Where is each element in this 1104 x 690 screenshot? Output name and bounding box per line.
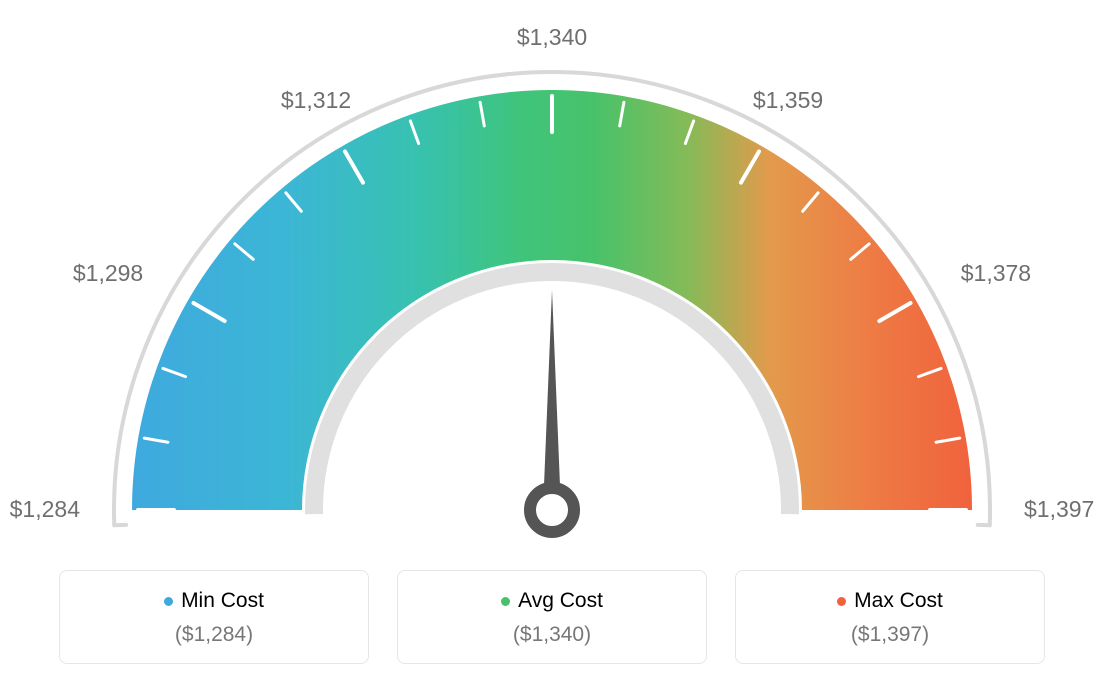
- legend-max-value: ($1,397): [756, 623, 1024, 647]
- legend-row: Min Cost ($1,284) Avg Cost ($1,340) Max …: [0, 570, 1104, 664]
- legend-min-label: Min Cost: [181, 589, 264, 613]
- legend-max-label: Max Cost: [854, 589, 943, 613]
- gauge-tick-label: $1,378: [961, 260, 1031, 286]
- legend-max-title: Max Cost: [837, 589, 943, 613]
- gauge-tick-label: $1,397: [1024, 496, 1094, 522]
- legend-card-min: Min Cost ($1,284): [59, 570, 369, 664]
- gauge-tick-label: $1,340: [517, 24, 587, 50]
- legend-avg-label: Avg Cost: [518, 589, 603, 613]
- dot-icon: [501, 597, 510, 606]
- gauge-tick-label: $1,298: [73, 260, 143, 286]
- dot-icon: [164, 597, 173, 606]
- gauge-tick-label: $1,359: [753, 87, 823, 113]
- gauge-needle: [543, 290, 561, 510]
- dot-icon: [837, 597, 846, 606]
- gauge-tick-label: $1,312: [281, 87, 351, 113]
- gauge-svg: $1,284 $1,298 $1,312 $1,340 $1,359 $1,378 $1,3…: [0, 0, 1104, 560]
- legend-min-value: ($1,284): [80, 623, 348, 647]
- gauge-tick-label: $1,284: [10, 496, 81, 522]
- gauge-hub: [530, 488, 574, 532]
- gauge-chart: $1,284 $1,298 $1,312 $1,340 $1,359 $1,378 $1,3…: [0, 0, 1104, 560]
- legend-avg-title: Avg Cost: [501, 589, 603, 613]
- legend-card-avg: Avg Cost ($1,340): [397, 570, 707, 664]
- legend-card-max: Max Cost ($1,397): [735, 570, 1045, 664]
- legend-avg-value: ($1,340): [418, 623, 686, 647]
- legend-min-title: Min Cost: [164, 589, 264, 613]
